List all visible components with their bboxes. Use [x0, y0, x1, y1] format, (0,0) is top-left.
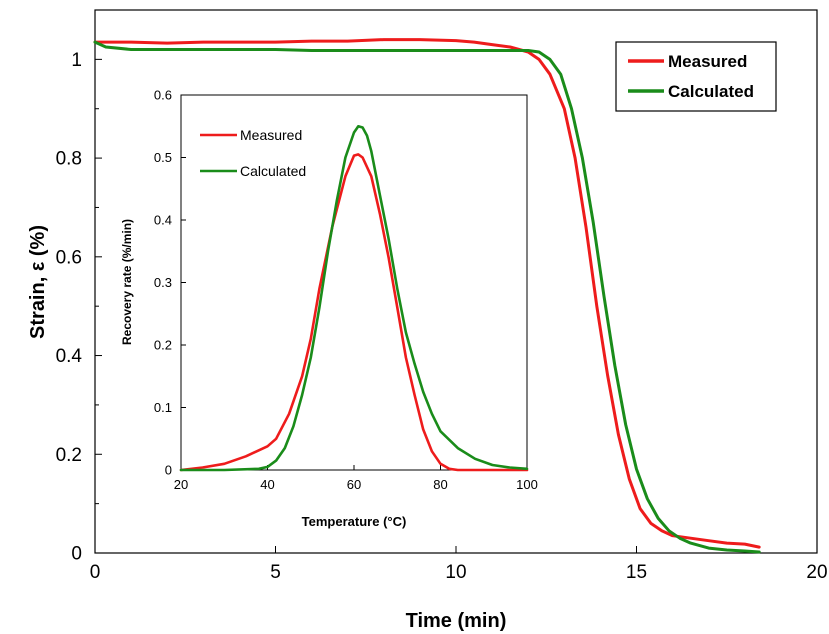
main-y-axis-title: Strain, ε (%) [27, 225, 49, 339]
inset-x-tick-label: 40 [260, 477, 274, 492]
main-x-tick-label: 0 [90, 562, 101, 583]
main-legend-calculated-label: Calculated [668, 82, 754, 101]
inset-y-tick-label: 0.1 [154, 400, 172, 415]
inset-series-measured-line [179, 153, 529, 472]
inset-x-axis-title: Temperature (°C) [302, 514, 407, 529]
main-x-tick-label: 20 [806, 562, 827, 583]
inset-y-tick-label: 0.6 [154, 88, 172, 103]
main-x-axis-title: Time (min) [406, 610, 507, 632]
main-y-tick-label: 0 [71, 544, 82, 565]
inset-series-calculated-line [179, 125, 529, 472]
main-x-tick-label: 5 [270, 562, 281, 583]
main-y-tick-label: 0.8 [56, 149, 82, 170]
inset-y-tick-label: 0.2 [154, 338, 172, 353]
main-y-tick-label: 0.4 [56, 346, 83, 367]
main-legend: Measured Calculated [615, 41, 777, 112]
inset-y-axis-title: Recovery rate (%/min) [120, 219, 134, 345]
inset-x-tick-label: 100 [516, 477, 538, 492]
inset-x-tick-label: 60 [347, 477, 361, 492]
inset-y-tick-label: 0.4 [154, 213, 172, 228]
main-x-tick-label: 15 [626, 562, 647, 583]
main-series-calculated-line [93, 40, 761, 554]
main-y-tick-label: 1 [71, 50, 82, 71]
main-legend-box [615, 41, 777, 112]
main-x-tick-label: 10 [445, 562, 466, 583]
inset-legend-calculated-label: Calculated [240, 163, 306, 179]
inset-plot-area [180, 94, 528, 471]
inset-legend-measured-label: Measured [240, 127, 302, 143]
main-legend-measured-label: Measured [668, 52, 747, 71]
inset-y-tick-label: 0 [165, 463, 172, 478]
inset-x-tick-label: 20 [174, 477, 188, 492]
inset-x-tick-label: 80 [433, 477, 447, 492]
inset-y-tick-label: 0.3 [154, 275, 172, 290]
main-y-tick-label: 0.2 [56, 445, 82, 466]
main-y-tick-label: 0.6 [56, 247, 82, 268]
main-series-measured-line [93, 38, 761, 549]
inset-y-tick-label: 0.5 [154, 150, 172, 165]
inset-legend: Measured Calculated [200, 127, 306, 179]
